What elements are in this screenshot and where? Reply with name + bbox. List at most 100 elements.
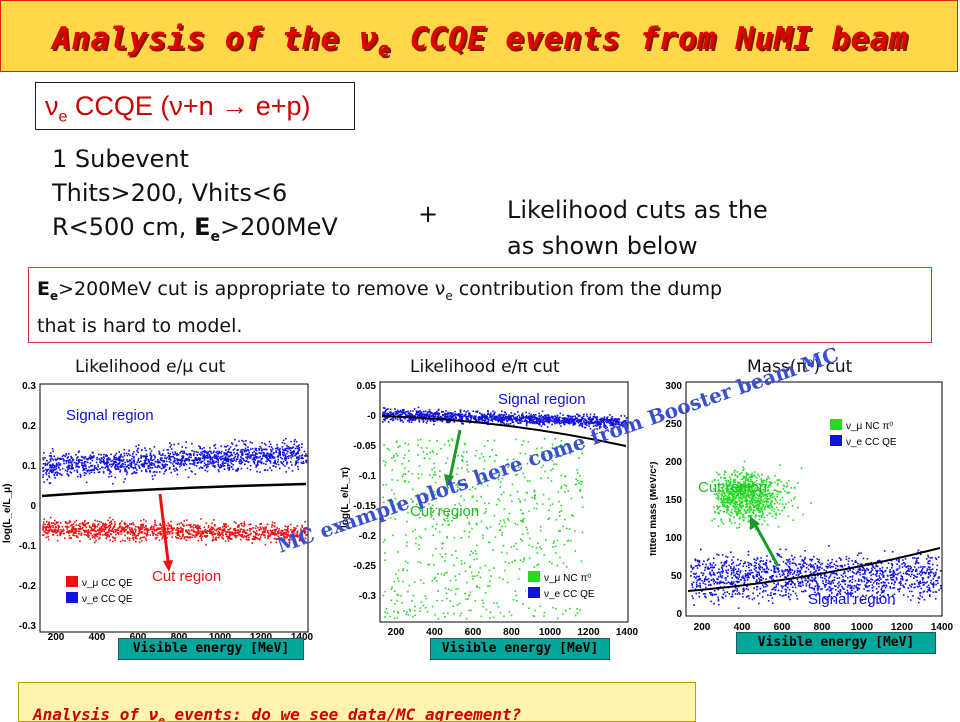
plot1-point-nue [159,457,162,459]
plot1-point-nue [165,463,167,466]
plot3-point-nc [767,490,769,492]
plot1-point-nue [131,455,134,457]
plot1-point-nue [181,446,183,448]
plot2-point-nc [416,503,418,506]
plot1-point-nue [250,456,252,458]
plot1-point-nue [97,464,99,466]
plot1-point-numu [72,534,74,537]
plot1-point-numu [171,532,173,535]
plot1-point-nue [217,461,220,464]
plot2-point-nc [392,500,394,503]
plot1-point-nue [188,456,191,458]
plot3-point-nc [733,486,736,488]
plot2-point-nue [585,419,587,422]
plot1-point-numu [81,523,84,525]
plot3-point-nc [788,479,790,482]
plot1-point-numu [234,535,237,537]
plot2-point-nc [451,520,453,522]
plot1-point-numu [88,534,90,537]
plot1-point-nue [294,438,296,441]
plot2-point-nue [525,423,528,425]
plot1-point-nue [217,463,219,466]
plot2-point-nue [433,413,436,415]
plot1-point-numu [177,527,180,530]
plot2-point-nc [553,540,555,543]
plot2-point-nue [422,420,425,422]
plot2-point-nc [468,536,470,538]
plot2-point-nue [383,413,386,416]
plot1-point-nue [235,445,237,447]
plot2-point-nc [469,566,471,569]
plot1-point-numu [51,522,53,525]
plot1-point-nue [56,474,58,476]
plot2-point-nue [385,417,387,419]
plot2-point-nc [396,617,399,619]
plot1-point-nue [236,452,239,454]
plot2-point-nc [437,573,439,575]
plot1-point-nue [296,447,299,450]
plot1-point-numu [228,528,231,531]
plot2-point-nc [426,453,428,455]
plot1-point-numu [123,528,126,531]
plot2-point-nc [445,462,447,464]
plot1-point-nue [104,462,106,465]
plot2-point-nue [439,415,442,418]
plot2-point-nue [563,422,565,424]
plot1-point-numu [186,536,189,538]
plot1-point-numu [181,534,184,537]
plot2-point-nue [503,411,506,414]
plot1-point-nue [88,466,90,468]
plot2-point-nue [517,422,519,424]
plot1-point-nue [50,467,53,469]
plot1-point-nue [196,462,199,464]
plot2-point-nc [459,614,461,617]
plot1-point-nue [293,451,295,453]
plot3-point-nc [769,492,771,495]
plot2-point-nc [440,573,443,575]
plot1-point-nue [252,460,255,463]
plot1-point-nue [251,452,254,454]
plot1-point-nue [70,462,73,464]
plot1-point-nue [191,470,193,473]
plot1-point-nue [159,458,162,460]
plot1-point-nue [125,473,128,476]
plot2-point-nue [503,423,506,426]
plot1-point-nue [122,460,124,463]
plot1-point-nue [93,467,96,470]
plot1-point-numu [75,519,78,522]
plot2-point-nc [468,521,470,524]
plot1-point-nue [246,453,249,455]
plot1-point-nue [191,442,193,445]
plot2-point-nc [551,503,554,505]
plot2-point-nc [407,614,410,616]
plot1-point-numu [146,529,148,532]
plot1-point-numu [102,528,104,531]
plot1-point-numu [98,520,101,523]
plot2-point-nue [408,418,411,420]
plot1-point-numu [155,529,157,532]
plot2-point-nue [451,413,454,416]
plot2-point-nue [449,420,452,423]
plot1-point-nue [71,468,73,470]
plot2-point-nc [479,567,482,569]
plot2-point-nc [412,615,414,618]
plot2-point-nue [428,414,431,416]
plot1-point-nue [218,470,220,473]
plot1-point-nue [75,466,77,468]
plot2-point-nc [435,580,438,582]
plot1-point-numu [250,528,253,530]
plot1-point-nue [295,445,298,448]
plot1-point-nue [223,457,226,460]
plot2-point-nue [454,413,456,415]
plot2-point-nc [489,580,491,582]
plot1-point-numu [109,529,112,532]
plot1-point-numu [58,530,60,532]
plot1-point-numu [229,538,231,540]
plot1-point-numu [159,532,161,535]
plot1-point-nue [210,452,213,455]
plot1-point-nue [277,456,280,458]
plot2-point-nue [566,418,569,420]
plot2-point-nc [569,453,572,455]
plot1-point-numu [129,530,132,532]
plot2-point-nc [397,446,399,448]
